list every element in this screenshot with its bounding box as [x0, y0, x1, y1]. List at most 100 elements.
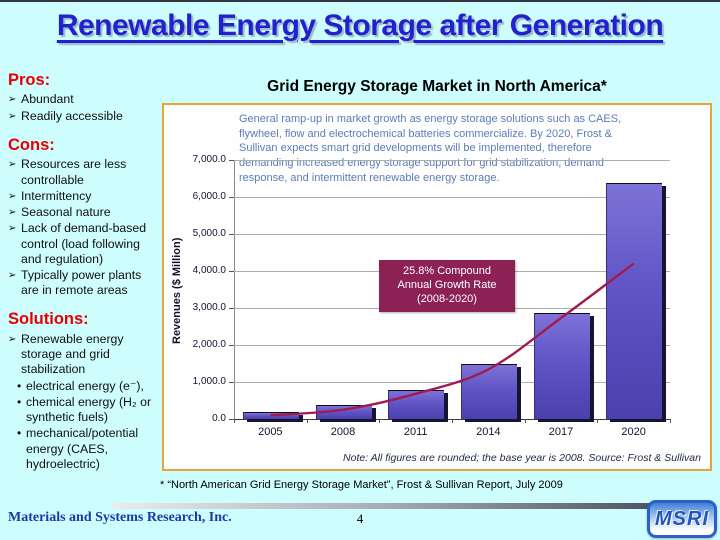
- arrow-bullet-icon: ➢: [8, 190, 17, 202]
- y-tick-label: 5,000.0: [192, 228, 226, 239]
- list-item-text: chemical energy (H₂ or synthetic fuels): [26, 394, 152, 425]
- chart-title: Grid Energy Storage Market in North Amer…: [267, 78, 607, 95]
- x-tick: [452, 419, 453, 423]
- list-item-text: Abundant: [21, 92, 74, 107]
- list-item: ➢ Seasonal nature: [8, 205, 160, 220]
- msri-logo: MSRI: [647, 500, 717, 538]
- pros-heading: Pros:: [8, 71, 51, 89]
- list-item: ➢ Readily accessible: [8, 109, 160, 124]
- footnote: * “North American Grid Energy Storage Ma…: [160, 479, 563, 491]
- list-item-text: mechanical/potential energy (CAES, hydro…: [26, 426, 139, 471]
- arrow-bullet-icon: ➢: [8, 110, 17, 122]
- y-tick-label: 0.0: [212, 413, 226, 424]
- bar-2017: [533, 312, 590, 419]
- x-tick: [379, 419, 381, 423]
- list-item: ➢ Intermittency: [8, 189, 160, 204]
- pros-list: ➢ Abundant ➢ Readily accessible: [8, 92, 160, 123]
- y-axis-line: [234, 160, 235, 419]
- list-item: • mechanical/potential energy (CAES, hydr…: [17, 426, 160, 472]
- solutions-heading: Solutions:: [8, 310, 89, 329]
- y-tick: [229, 382, 234, 383]
- chart-description: General ramp-up in market growth as ener…: [239, 113, 622, 184]
- cagr-annotation: 25.8% Compound Annual Growth Rate (2008-…: [379, 260, 515, 312]
- gridline: [234, 345, 670, 346]
- y-tick: [229, 234, 234, 235]
- x-tick-label: 2011: [403, 426, 428, 438]
- list-item-text: Resources are less controllable: [21, 157, 127, 187]
- slide-top-border: [0, 0, 720, 2]
- y-tick: [229, 160, 234, 161]
- list-item-text: Lack of demand-based control (load follo…: [21, 221, 147, 266]
- sidebar: Pros: ➢ Abundant ➢ Readily accessible Cons:…: [8, 70, 160, 483]
- gridline: [234, 160, 670, 161]
- arrow-bullet-icon: ➢: [8, 270, 17, 282]
- bar-2005: [242, 412, 299, 419]
- slide-title: Renewable Energy Storage after Generatio…: [56, 9, 664, 42]
- dot-bullet-icon: •: [17, 394, 22, 409]
- x-tick: [234, 419, 235, 423]
- y-tick: [229, 419, 234, 420]
- bar-2014: [460, 364, 517, 419]
- dot-bullet-icon: •: [17, 426, 22, 441]
- footer-company: Materials and Systems Research, Inc.: [8, 510, 232, 525]
- x-tick-label: 2005: [258, 426, 283, 438]
- gridline: [234, 197, 670, 198]
- chart-panel: General ramp-up in market growth as ener…: [162, 103, 712, 471]
- list-item: ➢ Typically power plants are in remote ar…: [8, 268, 160, 298]
- footer-divider: [112, 503, 702, 509]
- cons-heading: Cons:: [8, 135, 55, 154]
- list-item-text: Intermittency: [21, 188, 92, 203]
- list-item: ➢ Renewable energy storage and grid stabi…: [8, 332, 160, 378]
- y-tick-label: 7,000.0: [192, 154, 226, 165]
- x-tick: [524, 419, 526, 423]
- bar-chart-plot: 0.0 1,000.0 2,000.0 3,000.0 4,000.0 5,000.0 6,…: [193, 154, 671, 438]
- y-tick: [229, 271, 234, 272]
- list-item: • electrical energy (e⁻),: [17, 379, 160, 394]
- bar-2020: [606, 183, 663, 419]
- x-tick-label: 2017: [548, 426, 574, 438]
- gridline: [234, 382, 670, 383]
- bar-2011: [388, 390, 445, 419]
- list-item-text: Readily accessible: [21, 108, 123, 123]
- y-tick-label: 1,000.0: [192, 376, 226, 387]
- list-item: ➢ Abundant: [8, 92, 160, 107]
- arrow-bullet-icon: ➢: [8, 333, 17, 345]
- x-tick: [306, 419, 308, 423]
- cagr-line-3: (2008-2020): [417, 292, 477, 305]
- x-tick-label: 2008: [330, 426, 356, 438]
- x-tick: [597, 419, 599, 423]
- list-item-text: Typically power plants are in remote are…: [21, 268, 142, 298]
- cons-section: Cons: ➢ Resources are less controllable ➢ I…: [8, 135, 160, 299]
- bar-2008: [315, 405, 372, 419]
- y-tick: [229, 345, 234, 346]
- y-tick: [229, 308, 234, 309]
- list-item-text: electrical energy (e⁻),: [26, 378, 144, 393]
- gridline: [234, 234, 670, 235]
- y-tick-label: 2,000.0: [192, 339, 226, 350]
- cons-list: ➢ Resources are less controllable ➢ Intermi…: [8, 157, 160, 298]
- dot-bullet-icon: •: [17, 378, 22, 393]
- x-tick-label: 2020: [621, 426, 646, 438]
- x-tick-label: 2014: [476, 426, 501, 438]
- list-item: ➢ Lack of demand-based control (load foll…: [8, 221, 160, 267]
- list-item: • chemical energy (H₂ or synthetic fuels): [17, 395, 160, 425]
- y-tick-label: 3,000.0: [192, 302, 226, 313]
- arrow-bullet-icon: ➢: [8, 94, 17, 106]
- cagr-line-2: Annual Growth Rate: [397, 278, 497, 291]
- solutions-section: Solutions: ➢ Renewable energy storage and…: [8, 309, 160, 472]
- cagr-line-1: 25.8% Compound: [402, 265, 492, 277]
- x-tick: [670, 419, 671, 423]
- arrow-bullet-icon: ➢: [8, 223, 17, 235]
- list-item-text: Seasonal nature: [21, 205, 111, 220]
- pros-section: Pros: ➢ Abundant ➢ Readily accessible: [8, 70, 160, 124]
- y-tick: [229, 197, 234, 198]
- list-item-text: Renewable energy storage and grid stabil…: [21, 331, 124, 377]
- arrow-bullet-icon: ➢: [8, 159, 17, 171]
- y-tick-label: 4,000.0: [192, 265, 226, 276]
- y-tick-label: 6,000.0: [192, 191, 226, 202]
- chart-note: Note: All figures are rounded; the base …: [343, 452, 701, 464]
- solutions-sublist: • electrical energy (e⁻), • chemical energy…: [8, 379, 160, 472]
- list-item: ➢ Resources are less controllable: [8, 157, 160, 187]
- page-number: 4: [356, 511, 364, 526]
- msri-logo-text: MSRI: [655, 507, 709, 530]
